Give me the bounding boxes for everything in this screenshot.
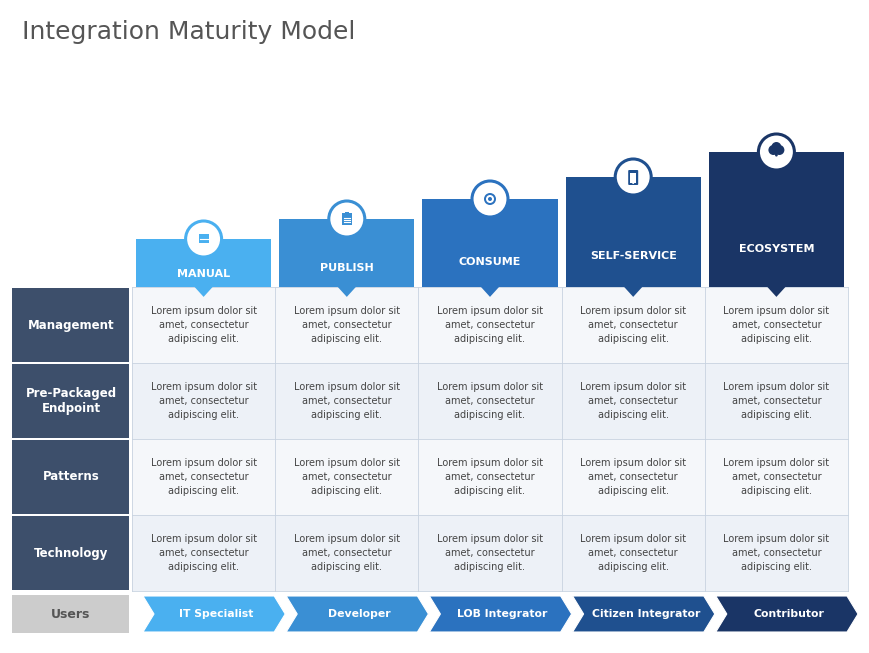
- Bar: [132, 515, 847, 591]
- Circle shape: [483, 193, 495, 205]
- Text: Lorem ipsum dolor sit
amet, consectetur
adipiscing elit.: Lorem ipsum dolor sit amet, consectetur …: [150, 306, 256, 344]
- Text: Users: Users: [51, 607, 90, 620]
- Circle shape: [614, 159, 651, 195]
- Polygon shape: [195, 287, 212, 297]
- Text: Lorem ipsum dolor sit
amet, consectetur
adipiscing elit.: Lorem ipsum dolor sit amet, consectetur …: [294, 534, 400, 572]
- Text: LOB Integrator: LOB Integrator: [457, 609, 547, 619]
- Text: Lorem ipsum dolor sit
amet, consectetur
adipiscing elit.: Lorem ipsum dolor sit amet, consectetur …: [436, 458, 542, 496]
- Text: Lorem ipsum dolor sit
amet, consectetur
adipiscing elit.: Lorem ipsum dolor sit amet, consectetur …: [436, 534, 542, 572]
- Polygon shape: [623, 287, 641, 297]
- Text: CONSUME: CONSUME: [458, 257, 521, 267]
- Text: Pre-Packaged
Endpoint: Pre-Packaged Endpoint: [25, 387, 116, 415]
- Bar: [12, 440, 129, 514]
- Text: Integration Maturity Model: Integration Maturity Model: [22, 20, 355, 44]
- Bar: [344, 212, 348, 215]
- FancyBboxPatch shape: [627, 170, 638, 185]
- Circle shape: [328, 201, 364, 237]
- Bar: [422, 199, 557, 287]
- Text: PUBLISH: PUBLISH: [320, 263, 374, 273]
- Polygon shape: [429, 596, 571, 632]
- Text: Management: Management: [28, 319, 114, 332]
- Circle shape: [488, 197, 492, 201]
- Polygon shape: [286, 596, 428, 632]
- Text: Lorem ipsum dolor sit
amet, consectetur
adipiscing elit.: Lorem ipsum dolor sit amet, consectetur …: [722, 306, 828, 344]
- Text: Lorem ipsum dolor sit
amet, consectetur
adipiscing elit.: Lorem ipsum dolor sit amet, consectetur …: [294, 458, 400, 496]
- Text: Lorem ipsum dolor sit
amet, consectetur
adipiscing elit.: Lorem ipsum dolor sit amet, consectetur …: [580, 382, 686, 420]
- Bar: [12, 595, 129, 633]
- Polygon shape: [481, 287, 499, 297]
- Text: Lorem ipsum dolor sit
amet, consectetur
adipiscing elit.: Lorem ipsum dolor sit amet, consectetur …: [580, 306, 686, 344]
- Text: Lorem ipsum dolor sit
amet, consectetur
adipiscing elit.: Lorem ipsum dolor sit amet, consectetur …: [580, 458, 686, 496]
- Text: Lorem ipsum dolor sit
amet, consectetur
adipiscing elit.: Lorem ipsum dolor sit amet, consectetur …: [722, 534, 828, 572]
- Bar: [12, 288, 129, 362]
- Text: Developer: Developer: [328, 609, 390, 619]
- Circle shape: [472, 181, 507, 217]
- Polygon shape: [572, 596, 714, 632]
- Text: Lorem ipsum dolor sit
amet, consectetur
adipiscing elit.: Lorem ipsum dolor sit amet, consectetur …: [722, 382, 828, 420]
- Bar: [198, 234, 209, 243]
- Text: Lorem ipsum dolor sit
amet, consectetur
adipiscing elit.: Lorem ipsum dolor sit amet, consectetur …: [580, 534, 686, 572]
- Bar: [198, 234, 199, 243]
- Polygon shape: [715, 596, 857, 632]
- Bar: [132, 287, 847, 363]
- Circle shape: [767, 145, 778, 155]
- Polygon shape: [766, 287, 785, 297]
- Bar: [12, 516, 129, 590]
- Circle shape: [758, 134, 793, 170]
- Bar: [565, 177, 700, 287]
- Text: IT Specialist: IT Specialist: [179, 609, 253, 619]
- Text: Lorem ipsum dolor sit
amet, consectetur
adipiscing elit.: Lorem ipsum dolor sit amet, consectetur …: [150, 458, 256, 496]
- Text: Lorem ipsum dolor sit
amet, consectetur
adipiscing elit.: Lorem ipsum dolor sit amet, consectetur …: [294, 306, 400, 344]
- Bar: [708, 152, 843, 287]
- Text: Patterns: Patterns: [43, 471, 99, 483]
- Text: Technology: Technology: [34, 547, 108, 560]
- Bar: [208, 234, 209, 243]
- Bar: [132, 363, 847, 439]
- Text: Lorem ipsum dolor sit
amet, consectetur
adipiscing elit.: Lorem ipsum dolor sit amet, consectetur …: [150, 382, 256, 420]
- Bar: [136, 239, 271, 287]
- Circle shape: [486, 195, 494, 203]
- Circle shape: [185, 221, 222, 257]
- Bar: [342, 213, 351, 225]
- Text: Lorem ipsum dolor sit
amet, consectetur
adipiscing elit.: Lorem ipsum dolor sit amet, consectetur …: [722, 458, 828, 496]
- Circle shape: [773, 145, 784, 155]
- Text: Lorem ipsum dolor sit
amet, consectetur
adipiscing elit.: Lorem ipsum dolor sit amet, consectetur …: [294, 382, 400, 420]
- Text: Lorem ipsum dolor sit
amet, consectetur
adipiscing elit.: Lorem ipsum dolor sit amet, consectetur …: [436, 382, 542, 420]
- Text: Lorem ipsum dolor sit
amet, consectetur
adipiscing elit.: Lorem ipsum dolor sit amet, consectetur …: [150, 534, 256, 572]
- Text: ECOSYSTEM: ECOSYSTEM: [738, 244, 813, 254]
- Text: SELF-SERVICE: SELF-SERVICE: [589, 251, 676, 261]
- Circle shape: [771, 142, 780, 152]
- Bar: [629, 173, 635, 183]
- Text: Citizen Integrator: Citizen Integrator: [591, 609, 699, 619]
- Bar: [132, 439, 847, 515]
- Bar: [12, 364, 129, 438]
- Text: Contributor: Contributor: [753, 609, 824, 619]
- Circle shape: [632, 182, 634, 184]
- Polygon shape: [337, 287, 355, 297]
- Text: Lorem ipsum dolor sit
amet, consectetur
adipiscing elit.: Lorem ipsum dolor sit amet, consectetur …: [436, 306, 542, 344]
- Polygon shape: [143, 596, 285, 632]
- Bar: [279, 219, 414, 287]
- Text: MANUAL: MANUAL: [176, 268, 230, 279]
